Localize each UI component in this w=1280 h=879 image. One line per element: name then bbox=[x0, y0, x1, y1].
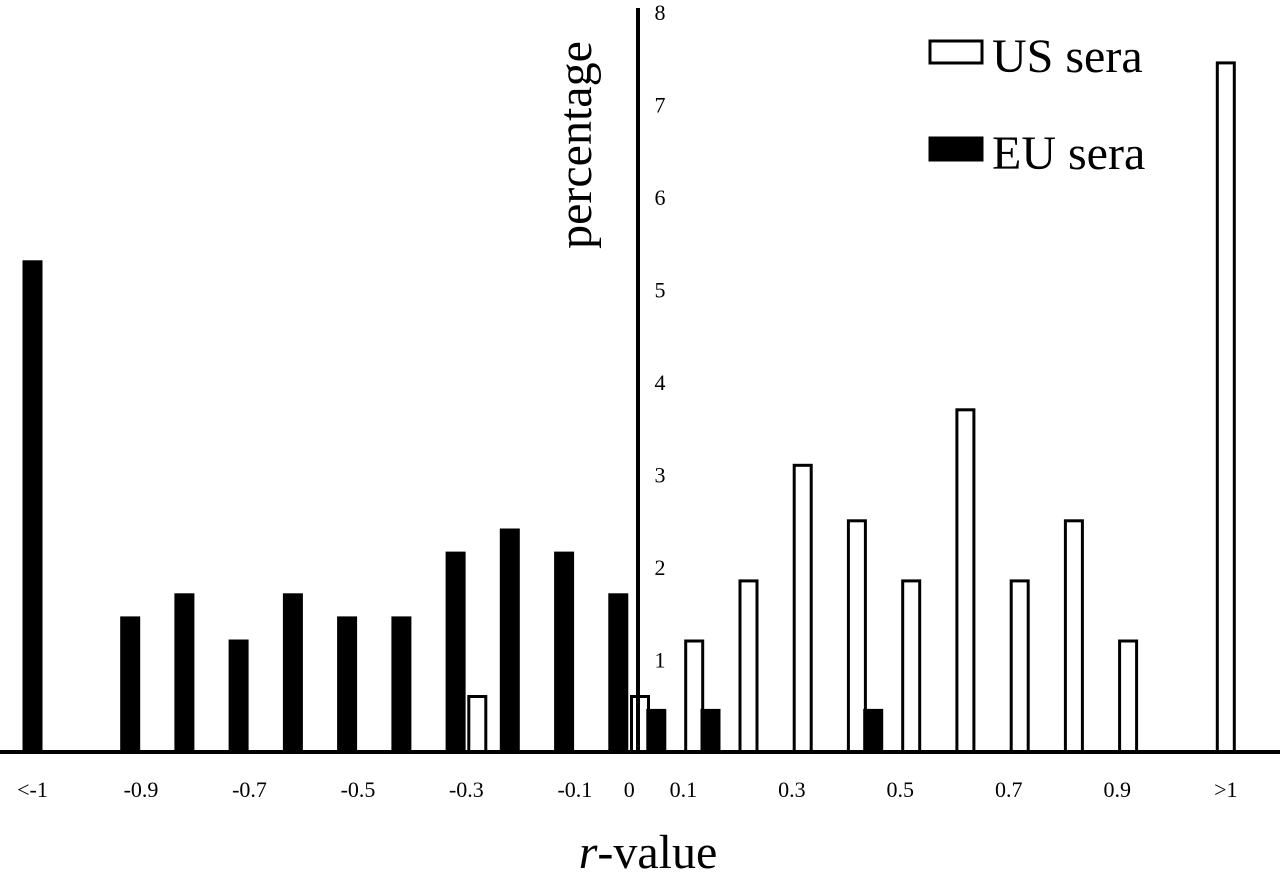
y-tick-label-3: 3 bbox=[655, 463, 666, 488]
us-sera-bar-9 bbox=[1063, 519, 1084, 754]
us-sera-bar-0 bbox=[467, 695, 488, 754]
x-tick-label-2: -0.7 bbox=[232, 777, 267, 802]
x-tick-label-4: -0.3 bbox=[449, 777, 484, 802]
eu-sera-bar-11 bbox=[646, 708, 667, 754]
us-sera-bar-8 bbox=[1009, 579, 1030, 754]
eu-sera-bar-10 bbox=[608, 593, 629, 754]
eu-sera-bar-5 bbox=[337, 616, 358, 754]
x-tick-label-11: 0.9 bbox=[1104, 777, 1132, 802]
x-tick-label-5: -0.1 bbox=[557, 777, 592, 802]
us-sera-bar-10 bbox=[1118, 639, 1139, 754]
x-tick-label-1: -0.9 bbox=[124, 777, 159, 802]
y-tick-label-1: 1 bbox=[655, 648, 666, 673]
us-sera-bar-2 bbox=[684, 639, 705, 754]
eu-sera-bar-1 bbox=[120, 616, 141, 754]
legend: US sera EU sera bbox=[928, 30, 1145, 180]
eu-sera-bar-2 bbox=[174, 593, 195, 754]
ticks-layer: 1 2 3 4 5 6 7 8 <-1 -0.9 -0.7 -0.5 -0.3 -0.1 0 0.1 0.3 0.… bbox=[17, 0, 1237, 802]
y-tick-label-2: 2 bbox=[655, 555, 666, 580]
y-tick-label-5: 5 bbox=[655, 278, 666, 303]
x-axis-title: r-value bbox=[579, 826, 718, 879]
us-sera-bar-11 bbox=[1215, 61, 1236, 754]
legend-swatch-0 bbox=[928, 39, 984, 65]
x-tick-label-12: >1 bbox=[1214, 777, 1237, 802]
eu-sera-bar-7 bbox=[445, 551, 466, 754]
x-tick-label-0: <-1 bbox=[17, 777, 48, 802]
eu-sera-bar-9 bbox=[554, 551, 575, 754]
x-axis-title-italic: r bbox=[579, 826, 598, 879]
x-tick-label-3: -0.5 bbox=[341, 777, 376, 802]
eu-sera-bar-6 bbox=[391, 616, 412, 754]
y-tick-label-6: 6 bbox=[655, 185, 666, 210]
x-tick-label-6: 0 bbox=[624, 777, 635, 802]
x-tick-label-7: 0.1 bbox=[670, 777, 698, 802]
us-sera-bar-7 bbox=[955, 408, 976, 754]
y-axis-title: percentage bbox=[549, 41, 602, 249]
eu-sera-bar-4 bbox=[282, 593, 303, 754]
us-sera-bar-3 bbox=[738, 579, 759, 754]
eu-sera-bar-13 bbox=[863, 708, 884, 754]
eu-sera-bar-0 bbox=[22, 260, 43, 754]
axes-layer bbox=[0, 8, 1280, 754]
us-sera-bar-4 bbox=[792, 463, 813, 754]
legend-swatch-1 bbox=[928, 136, 984, 162]
y-tick-label-4: 4 bbox=[655, 370, 666, 395]
x-axis-title-rest: -value bbox=[597, 826, 717, 879]
legend-label-1: EU sera bbox=[992, 127, 1145, 180]
x-tick-label-9: 0.5 bbox=[887, 777, 915, 802]
eu-sera-bar-3 bbox=[228, 639, 249, 754]
us-sera-bar-6 bbox=[901, 579, 922, 754]
x-tick-label-8: 0.3 bbox=[778, 777, 806, 802]
x-tick-label-10: 0.7 bbox=[995, 777, 1023, 802]
legend-label-0: US sera bbox=[992, 30, 1143, 83]
y-tick-label-7: 7 bbox=[655, 93, 666, 118]
eu-sera-bar-8 bbox=[499, 528, 520, 754]
us-sera-bar-5 bbox=[846, 519, 867, 754]
eu-sera-bar-12 bbox=[700, 708, 721, 754]
y-tick-label-8: 8 bbox=[655, 0, 666, 25]
